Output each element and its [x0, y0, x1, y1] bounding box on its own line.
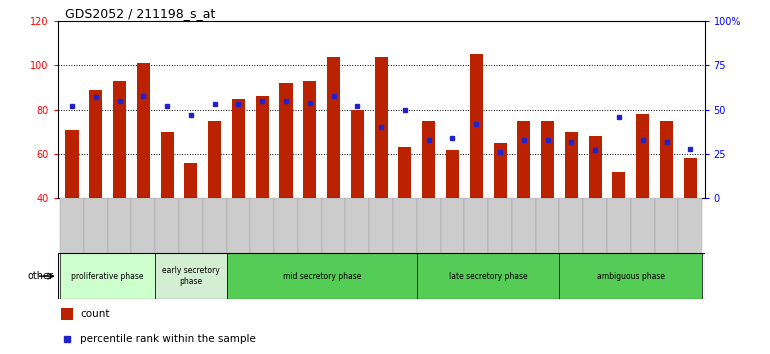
Bar [60, 198, 84, 253]
Text: count: count [80, 309, 110, 320]
Bar [422, 121, 435, 198]
Bar [393, 198, 417, 200]
Bar [560, 198, 584, 200]
Bar [274, 198, 298, 253]
Bar [250, 198, 274, 200]
Bar [588, 136, 601, 198]
Bar [60, 253, 156, 299]
Bar [179, 198, 203, 200]
Bar [417, 253, 560, 299]
Bar [351, 110, 364, 198]
Bar [560, 198, 584, 253]
Text: percentile rank within the sample: percentile rank within the sample [80, 333, 256, 344]
Bar [226, 253, 417, 299]
Bar [208, 121, 221, 198]
Bar [565, 132, 578, 198]
Bar [470, 55, 483, 198]
Bar [156, 253, 226, 299]
Bar [346, 198, 370, 253]
Bar [536, 198, 560, 253]
Text: early secretory
phase: early secretory phase [162, 267, 219, 286]
Bar [440, 198, 464, 200]
Text: late secretory phase: late secretory phase [449, 272, 527, 281]
Bar [440, 198, 464, 253]
Text: mid secretory phase: mid secretory phase [283, 272, 361, 281]
Bar [417, 198, 440, 200]
Bar [464, 198, 488, 200]
Bar [607, 198, 631, 200]
Text: proliferative phase: proliferative phase [72, 272, 144, 281]
Bar [517, 121, 531, 198]
Bar [298, 198, 322, 200]
Bar [280, 83, 293, 198]
Bar [256, 97, 269, 198]
Bar [488, 198, 512, 200]
Bar [631, 198, 654, 200]
Bar [607, 198, 631, 253]
Bar [179, 198, 203, 253]
Bar [631, 198, 654, 253]
Bar [370, 198, 393, 253]
Bar [132, 198, 156, 200]
Bar [322, 198, 346, 253]
Bar [512, 198, 536, 200]
Bar [393, 198, 417, 253]
Bar [375, 57, 387, 198]
Bar [464, 198, 488, 253]
Bar [60, 198, 84, 200]
Bar [61, 308, 72, 320]
Bar [370, 198, 393, 200]
Bar [203, 198, 226, 253]
Bar [654, 198, 678, 253]
Bar [156, 198, 179, 200]
Bar [636, 114, 649, 198]
Bar [494, 143, 507, 198]
Text: GDS2052 / 211198_s_at: GDS2052 / 211198_s_at [65, 7, 216, 20]
Text: other: other [28, 271, 54, 281]
Bar [536, 198, 560, 200]
Bar [303, 81, 316, 198]
Bar [327, 57, 340, 198]
Bar [322, 198, 346, 200]
Bar [226, 198, 250, 200]
Bar [65, 130, 79, 198]
Bar [417, 198, 440, 253]
Bar [541, 121, 554, 198]
Bar [84, 198, 108, 200]
Text: ambiguous phase: ambiguous phase [597, 272, 665, 281]
Bar [654, 198, 678, 200]
Bar [398, 147, 411, 198]
Bar [156, 198, 179, 253]
Bar [84, 198, 108, 253]
Bar [250, 198, 274, 253]
Bar [678, 198, 702, 200]
Bar [298, 198, 322, 253]
Bar [560, 253, 702, 299]
Bar [132, 198, 156, 253]
Bar [612, 172, 625, 198]
Bar [226, 198, 250, 253]
Bar [108, 198, 132, 253]
Bar [274, 198, 298, 200]
Bar [684, 159, 697, 198]
Bar [488, 198, 512, 253]
Bar [89, 90, 102, 198]
Bar [446, 149, 459, 198]
Bar [232, 99, 245, 198]
Bar [584, 198, 607, 253]
Bar [137, 63, 150, 198]
Bar [346, 198, 370, 200]
Bar [512, 198, 536, 253]
Bar [584, 198, 607, 200]
Bar [660, 121, 673, 198]
Bar [678, 198, 702, 253]
Bar [108, 198, 132, 200]
Bar [184, 163, 197, 198]
Bar [113, 81, 126, 198]
Bar [203, 198, 226, 200]
Bar [161, 132, 174, 198]
